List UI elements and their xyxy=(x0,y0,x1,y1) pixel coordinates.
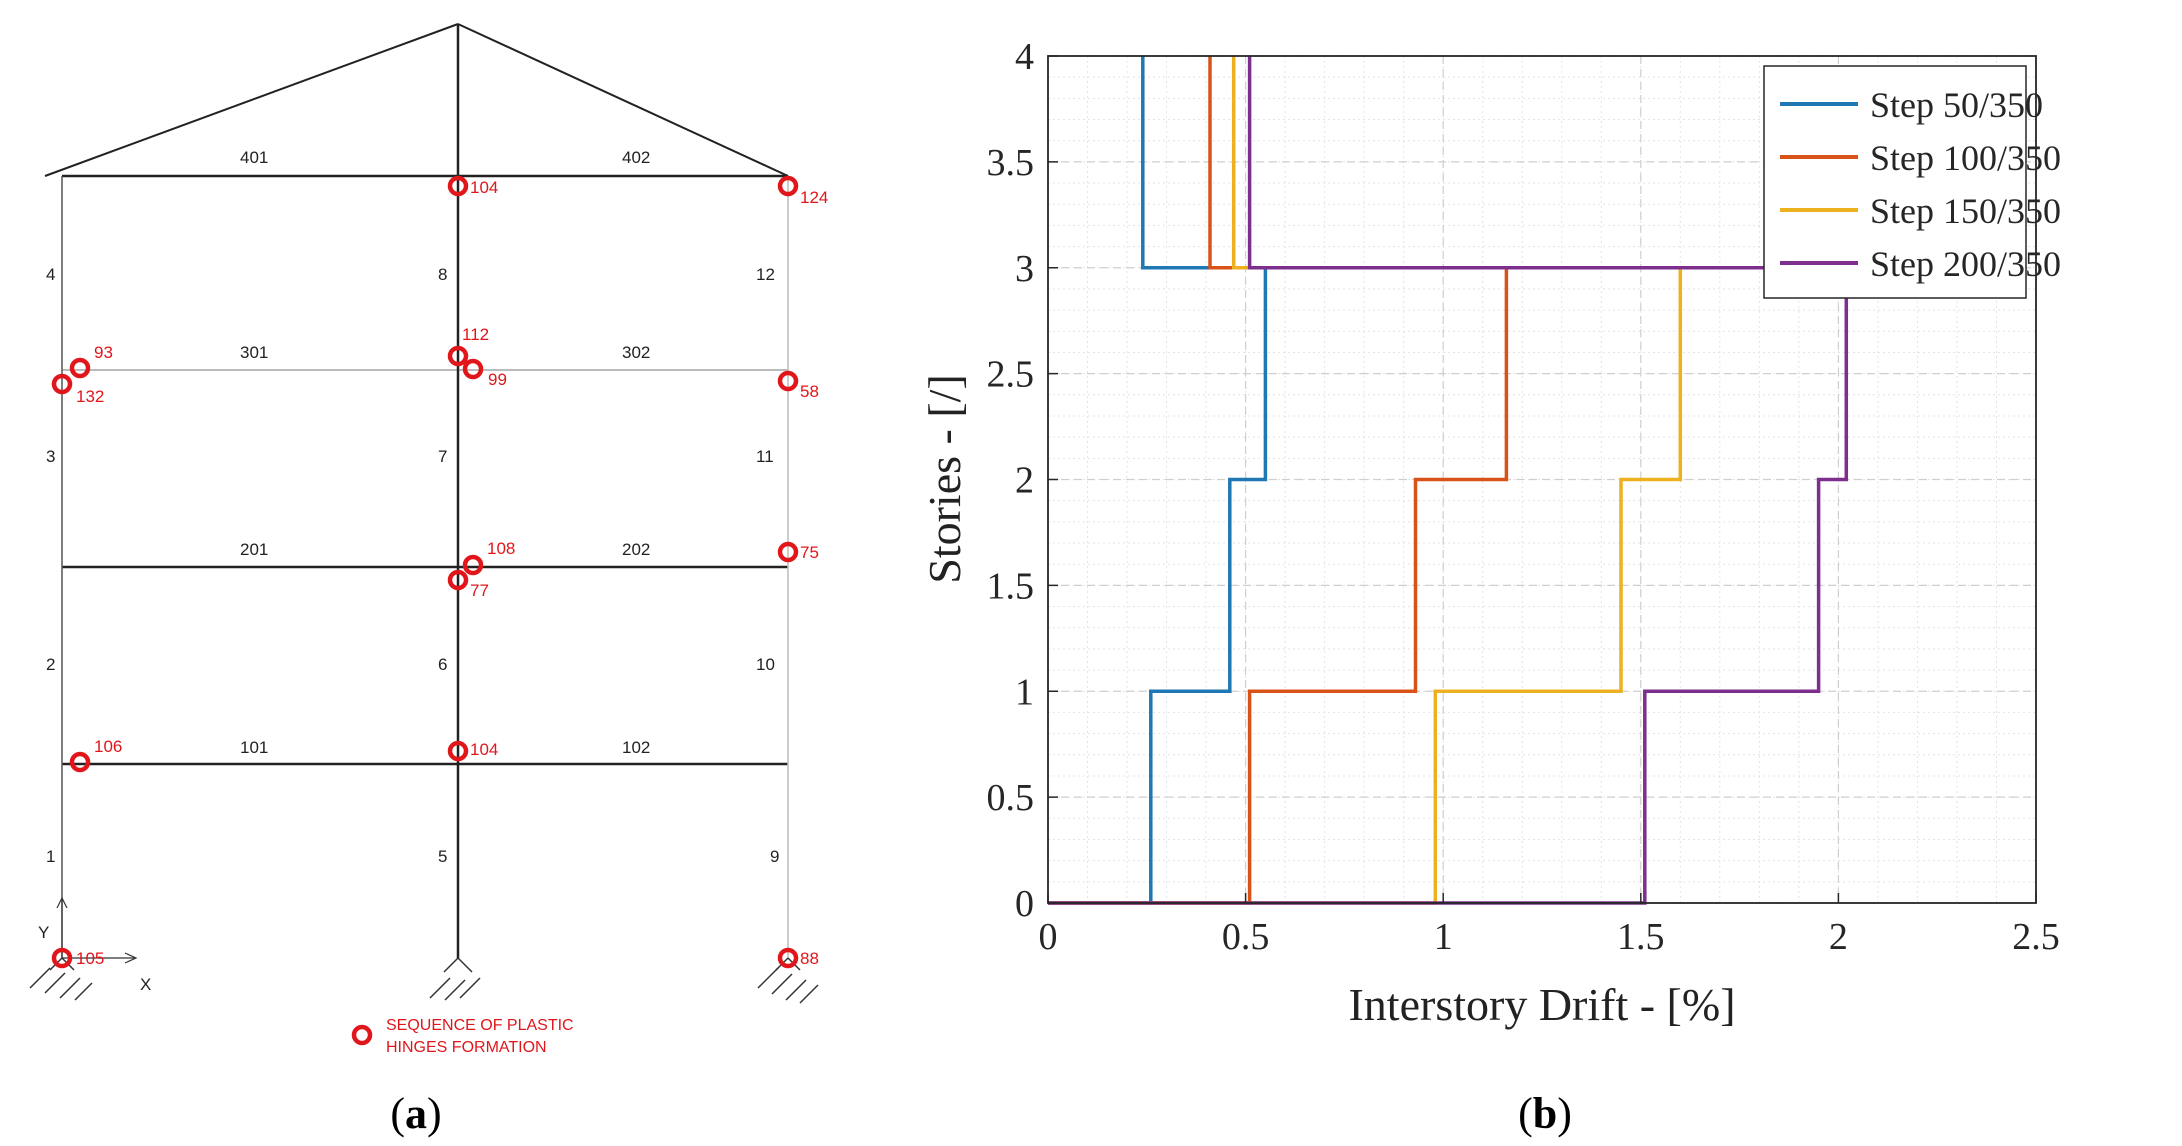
chart-legend: Step 50/350 Step 100/350 Step 150/350 Step … xyxy=(1763,65,2061,299)
hinge-step-label: 106 xyxy=(94,737,122,756)
panel-a-letter: a xyxy=(405,1089,427,1138)
member-label: 2 xyxy=(46,655,55,674)
y-axis-label: Stories - [/] xyxy=(919,374,970,584)
plastic-hinge-marker xyxy=(51,373,73,395)
hinge-step-label: 77 xyxy=(470,581,489,600)
member-label: 1 xyxy=(46,847,55,866)
drift-chart-panel: 0 0.5 1 1.5 2 2.5 0 0.5 1 1.5 2 2.5 3 3.5 4 Interstory… xyxy=(900,0,2182,1146)
member-label: 8 xyxy=(438,265,447,284)
hinge-step-label: 132 xyxy=(76,387,104,406)
hinge-step-label: 108 xyxy=(487,539,515,558)
plastic-hinge-marker xyxy=(447,569,469,591)
roof-right-line xyxy=(457,23,789,177)
y-tick-label: 1.5 xyxy=(987,565,1035,607)
hinge-step-label: 105 xyxy=(76,949,104,968)
y-tick-label: 3 xyxy=(1015,248,1034,290)
member-label: 5 xyxy=(438,847,447,866)
hinge-step-label: 99 xyxy=(488,370,507,389)
y-tick-label: 2.5 xyxy=(987,354,1035,396)
panel-a-paren-open: ( xyxy=(390,1089,405,1138)
panel-b-paren-close: ) xyxy=(1557,1089,1572,1138)
panel-b-paren-open: ( xyxy=(1518,1089,1533,1138)
plastic-hinge-marker xyxy=(447,740,469,762)
member-label: 10 xyxy=(756,655,775,674)
x-axis-label: Interstory Drift - [%] xyxy=(1348,979,1735,1030)
frame-diagram-panel: Y X 401 402 301 302 201 202 101 102 1 2 … xyxy=(0,0,900,1146)
panel-a-label: (a) xyxy=(390,1089,441,1138)
hinge-step-label: 112 xyxy=(462,325,489,344)
x-tick-label: 1.5 xyxy=(1617,916,1665,958)
axis-y-label: Y xyxy=(38,923,49,942)
x-tick-label: 1 xyxy=(1434,916,1453,958)
member-label: 402 xyxy=(622,148,650,167)
panel-b-label: (b) xyxy=(1518,1089,1572,1138)
y-tick-label: 0 xyxy=(1015,883,1034,925)
plastic-hinge-marker xyxy=(777,370,799,392)
plastic-hinge-marker xyxy=(777,541,799,563)
member-label: 12 xyxy=(756,265,775,284)
legend-label-3: Step 150/350 xyxy=(1870,191,2061,231)
plastic-hinge-marker xyxy=(69,751,91,773)
member-label: 9 xyxy=(770,847,779,866)
member-label: 3 xyxy=(46,447,55,466)
hinge-step-label: 75 xyxy=(800,543,819,562)
hinge-step-label: 124 xyxy=(800,188,828,207)
hinge-legend-line-1: SEQUENCE OF PLASTIC xyxy=(386,1017,574,1034)
hinge-step-label: 58 xyxy=(800,382,819,401)
plastic-hinge-marker xyxy=(462,554,484,576)
hinge-legend-icon xyxy=(351,1024,373,1046)
member-label: 101 xyxy=(240,738,268,757)
member-label: 202 xyxy=(622,540,650,559)
member-label: 102 xyxy=(622,738,650,757)
member-label: 201 xyxy=(240,540,268,559)
plastic-hinge-marker xyxy=(462,358,484,380)
member-label: 6 xyxy=(438,655,447,674)
member-label: 7 xyxy=(438,447,447,466)
legend-label-1: Step 50/350 xyxy=(1870,85,2043,125)
member-label: 302 xyxy=(622,343,650,362)
hinge-step-label: 104 xyxy=(470,178,498,197)
hinge-step-label: 88 xyxy=(800,949,819,968)
legend-label-4: Step 200/350 xyxy=(1870,244,2061,284)
y-tick-label: 1 xyxy=(1015,671,1034,713)
y-tick-label: 3.5 xyxy=(987,142,1035,184)
series-layer xyxy=(1048,56,1849,905)
interstory-drift-chart: 0 0.5 1 1.5 2 2.5 0 0.5 1 1.5 2 2.5 3 3.5 4 Interstory… xyxy=(919,36,2061,1138)
member-label: 301 xyxy=(240,343,268,362)
plastic-hinge-marker xyxy=(777,947,799,969)
plastic-hinge-marker xyxy=(69,357,91,379)
plastic-hinge-marker xyxy=(777,175,799,197)
x-tick-label: 2 xyxy=(1829,916,1848,958)
hinge-step-label: 104 xyxy=(470,740,498,759)
legend-label-2: Step 100/350 xyxy=(1870,138,2061,178)
panel-b-letter: b xyxy=(1533,1089,1557,1138)
panel-a-paren-close: ) xyxy=(427,1089,442,1138)
series-line-1 xyxy=(1048,56,1268,905)
y-tick-label: 0.5 xyxy=(987,777,1035,819)
plastic-hinge-marker xyxy=(447,175,469,197)
y-tick-label: 4 xyxy=(1015,36,1034,78)
axis-x-label: X xyxy=(140,975,151,994)
hinge-step-label: 93 xyxy=(94,343,113,362)
x-tick-label: 0.5 xyxy=(1222,916,1270,958)
x-tick-label: 2.5 xyxy=(2012,916,2060,958)
frame-diagram: Y X 401 402 301 302 201 202 101 102 1 2 … xyxy=(29,23,828,1138)
y-tick-label: 2 xyxy=(1015,460,1034,502)
series-line-4 xyxy=(1048,56,1849,905)
plastic-hinge-marker xyxy=(51,947,73,969)
x-tick-label: 0 xyxy=(1039,916,1058,958)
plastic-hinge-marker xyxy=(447,345,469,367)
tick-layer: 0 0.5 1 1.5 2 2.5 0 0.5 1 1.5 2 2.5 3 3.5 4 xyxy=(987,36,2060,958)
member-label: 401 xyxy=(240,148,268,167)
hinge-legend-line-2: HINGES FORMATION xyxy=(386,1039,547,1056)
member-label: 11 xyxy=(756,447,774,466)
support-middle xyxy=(429,957,481,1001)
roof-left-line xyxy=(44,23,459,177)
member-label: 4 xyxy=(46,265,55,284)
